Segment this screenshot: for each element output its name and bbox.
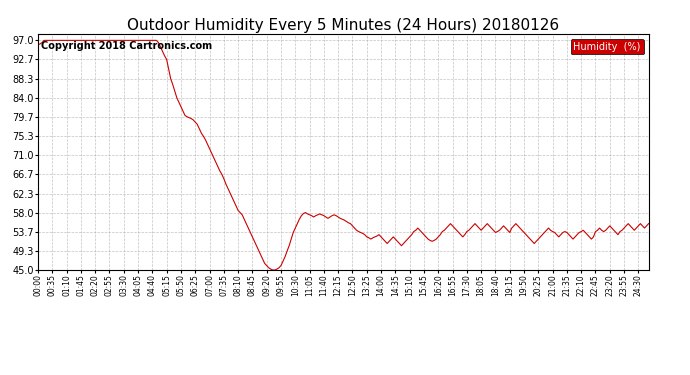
Title: Outdoor Humidity Every 5 Minutes (24 Hours) 20180126: Outdoor Humidity Every 5 Minutes (24 Hou… [127,18,560,33]
Legend: Humidity  (%): Humidity (%) [571,39,644,54]
Text: Copyright 2018 Cartronics.com: Copyright 2018 Cartronics.com [41,41,212,51]
